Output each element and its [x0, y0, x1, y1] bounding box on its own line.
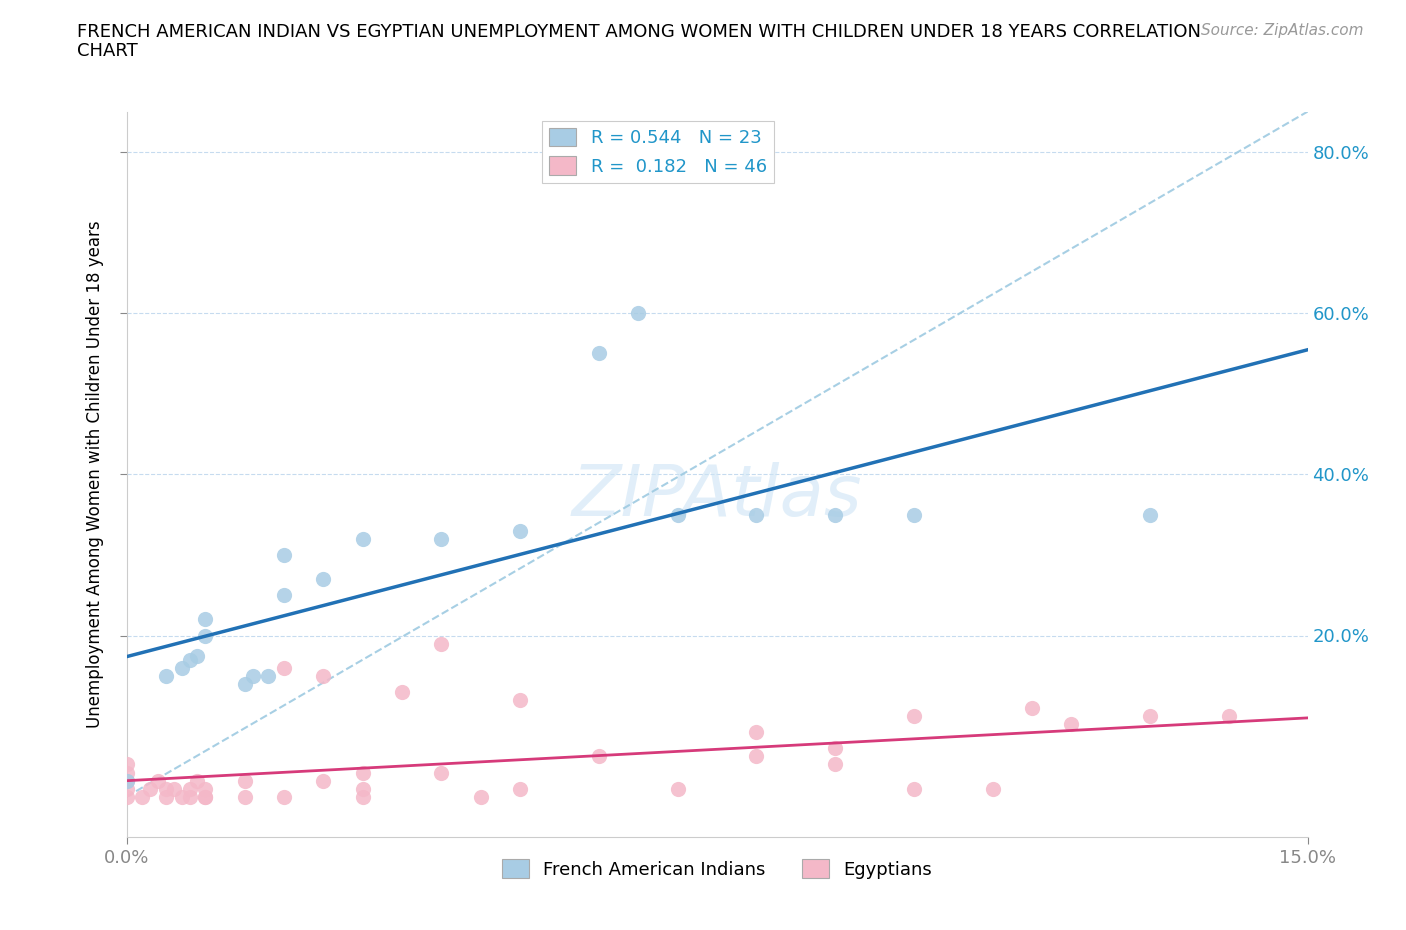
Point [1021, 700, 1043, 715]
Point [824, 507, 846, 522]
Text: Source: ZipAtlas.com: Source: ZipAtlas.com [1201, 23, 1364, 38]
Point [163, 781, 186, 796]
Point [352, 765, 374, 780]
Point [179, 790, 201, 804]
Point [273, 548, 295, 563]
Point [430, 765, 453, 780]
Point [1139, 709, 1161, 724]
Point [509, 781, 531, 796]
Point [509, 693, 531, 708]
Point [273, 660, 295, 675]
Legend: French American Indians, Egyptians: French American Indians, Egyptians [495, 852, 939, 886]
Point [273, 588, 295, 603]
Point [470, 790, 492, 804]
Text: CHART: CHART [77, 42, 138, 60]
Point [273, 790, 295, 804]
Point [186, 648, 208, 663]
Point [824, 741, 846, 756]
Point [242, 669, 264, 684]
Point [115, 757, 138, 772]
Point [155, 781, 177, 796]
Point [1139, 507, 1161, 522]
Point [903, 781, 925, 796]
Point [139, 781, 162, 796]
Point [509, 524, 531, 538]
Point [588, 346, 610, 361]
Point [146, 773, 169, 788]
Point [257, 669, 280, 684]
Point [430, 636, 453, 651]
Point [312, 572, 335, 587]
Point [981, 781, 1004, 796]
Point [666, 781, 689, 796]
Point [115, 773, 138, 788]
Point [170, 660, 193, 675]
Point [824, 757, 846, 772]
Point [666, 507, 689, 522]
Point [186, 773, 208, 788]
Point [745, 749, 768, 764]
Point [352, 790, 374, 804]
Point [430, 531, 453, 546]
Point [115, 790, 138, 804]
Point [115, 781, 138, 796]
Point [312, 773, 335, 788]
Point [903, 709, 925, 724]
Point [352, 531, 374, 546]
Point [155, 669, 177, 684]
Point [233, 790, 256, 804]
Point [194, 790, 217, 804]
Point [179, 781, 201, 796]
Point [391, 684, 413, 699]
Point [745, 507, 768, 522]
Point [233, 676, 256, 691]
Point [131, 790, 153, 804]
Y-axis label: Unemployment Among Women with Children Under 18 years: Unemployment Among Women with Children U… [86, 220, 104, 728]
Point [1218, 709, 1240, 724]
Point [588, 749, 610, 764]
Point [194, 628, 217, 643]
Point [179, 652, 201, 667]
Text: FRENCH AMERICAN INDIAN VS EGYPTIAN UNEMPLOYMENT AMONG WOMEN WITH CHILDREN UNDER : FRENCH AMERICAN INDIAN VS EGYPTIAN UNEMP… [77, 23, 1201, 41]
Text: ZIPAtlas: ZIPAtlas [572, 461, 862, 530]
Point [194, 612, 217, 627]
Point [233, 773, 256, 788]
Point [745, 724, 768, 739]
Point [1060, 717, 1083, 732]
Point [312, 669, 335, 684]
Point [115, 773, 138, 788]
Point [115, 765, 138, 780]
Point [352, 781, 374, 796]
Point [194, 790, 217, 804]
Point [155, 790, 177, 804]
Point [170, 790, 193, 804]
Point [194, 781, 217, 796]
Point [903, 507, 925, 522]
Point [627, 306, 650, 321]
